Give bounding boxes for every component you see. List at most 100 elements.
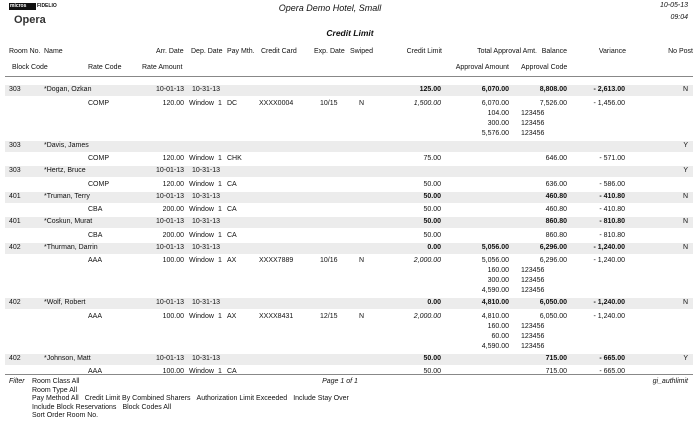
logo-brand: micros: [10, 3, 27, 9]
window-no: 1: [218, 206, 222, 213]
page-number: Page 1 of 1: [322, 378, 358, 385]
window: Window: [189, 368, 214, 375]
room-no: 303: [9, 86, 21, 93]
column-header: No Post: [668, 48, 693, 55]
approval-amount: 160.00: [487, 267, 509, 274]
filter-item: Credit Limit By Combined Sharers: [84, 395, 191, 402]
column-header: Total Approval Amt.: [477, 48, 537, 55]
variance: - 1,240.00: [593, 243, 625, 251]
approval-amount: 4,810.00: [481, 312, 509, 320]
room-no: 402: [9, 354, 21, 362]
approval-amount: 6,070.00: [481, 99, 509, 107]
exp-date: 12/15: [320, 312, 338, 320]
no-post: Y: [683, 167, 688, 174]
approval-amount: 300.00: [487, 119, 509, 127]
room-no: 402: [9, 299, 21, 306]
pay-method: CA: [227, 180, 237, 188]
rate-amount: 200.00: [162, 231, 184, 239]
header-rule: [5, 76, 693, 77]
balance: 6,050.00: [539, 312, 567, 320]
rate-amount: 120.00: [162, 180, 184, 188]
credit-card: XXXX8431: [259, 312, 294, 320]
footer-rule: [5, 374, 693, 375]
guest-name: *Dogan, Ozkan: [44, 86, 92, 93]
filter-item: Pay Method All: [32, 395, 79, 402]
window: Window: [189, 312, 214, 320]
balance: 6,296.00: [539, 257, 567, 264]
rate-amount: 200.00: [162, 206, 184, 213]
variance: - 586.00: [599, 180, 625, 188]
row-band: [5, 85, 693, 96]
variance: - 1,240.00: [593, 312, 625, 320]
approval-amount: 300.00: [487, 277, 509, 284]
column-header: Rate Code: [88, 64, 122, 71]
variance: - 810.80: [599, 231, 625, 239]
approval-amount: 160.00: [487, 322, 509, 330]
exp-date: 10/16: [320, 257, 338, 264]
approval-code: 123456: [521, 322, 545, 330]
row-band: [5, 242, 693, 254]
row-band: [5, 298, 693, 309]
pay-method: CA: [227, 206, 237, 213]
variance: - 571.00: [599, 155, 625, 162]
filter-item: Include Stay Over: [293, 395, 349, 402]
no-post: N: [682, 243, 688, 251]
column-header: Name: [44, 48, 63, 55]
report-time: 09:04: [670, 14, 688, 21]
arrival-date: 10-01-13: [156, 86, 185, 93]
credit-limit: 50.00: [423, 354, 441, 362]
balance: 715.00: [545, 354, 567, 362]
window: Window: [189, 206, 214, 213]
approval-amount: 60.00: [491, 332, 509, 340]
pay-method: CA: [227, 368, 237, 375]
report-id: gi_authlimit: [652, 378, 688, 385]
filter-item: Include Block Reservations: [32, 403, 117, 411]
credit-limit: 50.00: [423, 368, 441, 375]
row-band: [5, 217, 693, 228]
approval-amount: 5,576.00: [481, 129, 509, 137]
swiped: N: [359, 312, 365, 320]
filter-item: Room Type All: [32, 386, 78, 394]
hotel-name: Opera Demo Hotel, Small: [278, 3, 382, 13]
room-no: 401: [9, 192, 21, 200]
arrival-date: 10-01-13: [156, 167, 185, 174]
departure-date: 10-31-13: [192, 86, 221, 93]
column-header: Arr. Date: [156, 48, 184, 55]
approval-code: 123456: [521, 342, 545, 350]
logo: Opera: [14, 14, 46, 26]
exp-date: 10/15: [320, 99, 338, 107]
filter-item: Authorization Limit Exceeded: [196, 395, 288, 402]
no-post: N: [682, 218, 688, 225]
rate-code: COMP: [88, 180, 109, 188]
column-header: Variance: [598, 48, 626, 55]
window-no: 1: [218, 312, 222, 320]
window-no: 1: [218, 368, 222, 375]
credit-limit: 50.00: [423, 218, 441, 225]
column-header: Block Code: [12, 64, 48, 71]
credit-limit: 2,000.00: [413, 312, 441, 320]
pay-method: CA: [227, 231, 237, 239]
approval-code: 123456: [521, 129, 545, 137]
column-header: Exp. Date: [314, 48, 345, 55]
variance: - 810.80: [599, 218, 625, 225]
window: Window: [189, 155, 214, 162]
swiped: N: [359, 99, 365, 107]
balance: 460.80: [545, 206, 567, 213]
pay-method: CHK: [227, 155, 242, 162]
variance: - 1,240.00: [593, 257, 625, 264]
rate-amount: 120.00: [162, 99, 184, 107]
rate-code: AAA: [88, 257, 103, 264]
departure-date: 10-31-13: [192, 167, 221, 174]
departure-date: 10-31-13: [192, 299, 221, 306]
variance: - 665.00: [599, 368, 625, 375]
window: Window: [189, 99, 214, 107]
column-header: Approval Amount: [455, 64, 509, 71]
no-post: N: [682, 86, 688, 93]
approval-code: 123456: [521, 287, 545, 294]
arrival-date: 10-01-13: [156, 299, 185, 306]
pay-method: DC: [227, 99, 238, 107]
departure-date: 10-31-13: [192, 354, 221, 362]
rate-amount: 100.00: [162, 368, 184, 375]
row-band: [5, 353, 693, 365]
window: Window: [189, 180, 214, 188]
